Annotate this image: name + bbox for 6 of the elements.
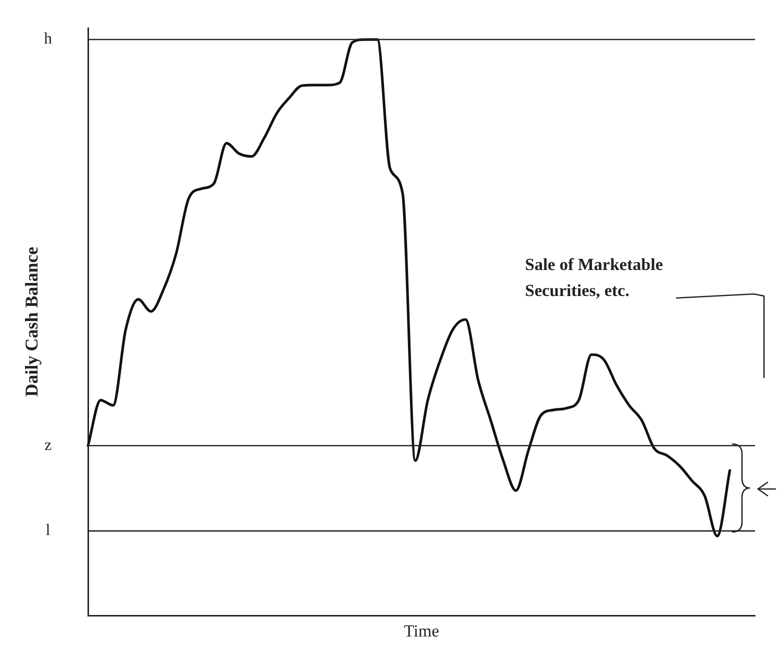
annotation: Sale of Marketable Securities, etc. (525, 255, 664, 300)
x-axis-title: Time (404, 621, 440, 640)
y-axis-title: Daily Cash Balance (21, 246, 42, 397)
ref-line-label: z (44, 436, 52, 454)
ref-line-label: h (44, 30, 52, 48)
ref-line-label: l (46, 522, 51, 540)
